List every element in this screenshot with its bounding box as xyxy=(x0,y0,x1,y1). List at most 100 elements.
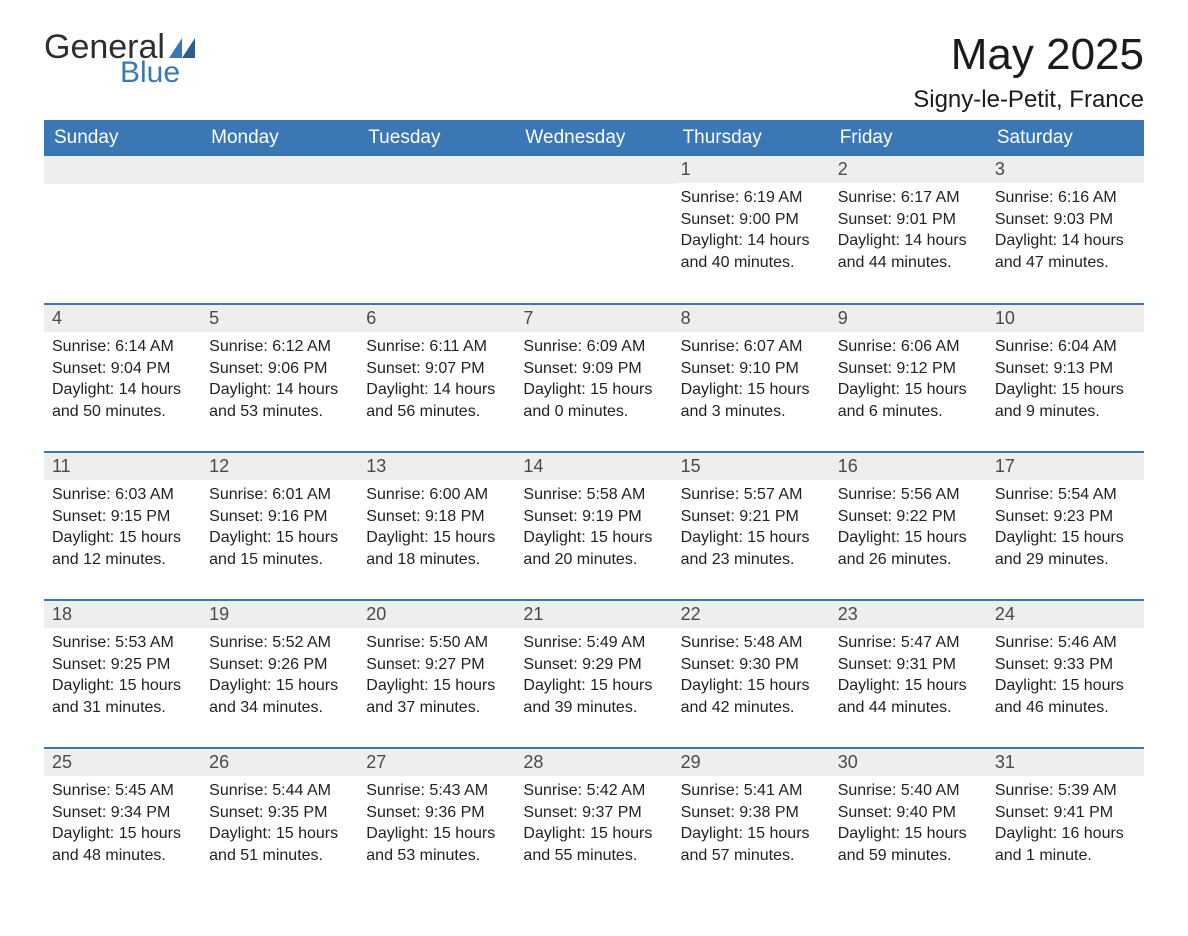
sunrise-text: Sunrise: 6:06 AM xyxy=(838,336,979,358)
sunset-text: Sunset: 9:13 PM xyxy=(995,358,1136,380)
daylight-text-1: Daylight: 15 hours xyxy=(52,823,193,845)
daylight-text-1: Daylight: 15 hours xyxy=(366,823,507,845)
sunrise-text: Sunrise: 5:41 AM xyxy=(681,780,822,802)
calendar-week: 18Sunrise: 5:53 AMSunset: 9:25 PMDayligh… xyxy=(44,600,1144,748)
sunset-text: Sunset: 9:00 PM xyxy=(681,209,822,231)
day-details: Sunrise: 5:57 AMSunset: 9:21 PMDaylight:… xyxy=(673,480,830,578)
sunset-text: Sunset: 9:34 PM xyxy=(52,802,193,824)
sunset-text: Sunset: 9:41 PM xyxy=(995,802,1136,824)
sunrise-text: Sunrise: 5:43 AM xyxy=(366,780,507,802)
title-block: May 2025 Signy-le-Petit, France xyxy=(913,30,1144,114)
day-details: Sunrise: 5:43 AMSunset: 9:36 PMDaylight:… xyxy=(358,776,515,874)
calendar-cell: 25Sunrise: 5:45 AMSunset: 9:34 PMDayligh… xyxy=(44,748,201,896)
sunrise-text: Sunrise: 5:57 AM xyxy=(681,484,822,506)
daylight-text-1: Daylight: 15 hours xyxy=(366,527,507,549)
daylight-text-2: and 26 minutes. xyxy=(838,549,979,571)
sunrise-text: Sunrise: 5:48 AM xyxy=(681,632,822,654)
day-number: 26 xyxy=(201,749,358,776)
daylight-text-1: Daylight: 15 hours xyxy=(995,675,1136,697)
sunset-text: Sunset: 9:12 PM xyxy=(838,358,979,380)
daylight-text-1: Daylight: 14 hours xyxy=(209,379,350,401)
daylight-text-1: Daylight: 15 hours xyxy=(838,823,979,845)
calendar-cell: 9 Sunrise: 6:06 AMSunset: 9:12 PMDaylight… xyxy=(830,304,987,452)
day-number: 9 xyxy=(830,305,987,332)
sunrise-text: Sunrise: 6:12 AM xyxy=(209,336,350,358)
daylight-text-1: Daylight: 15 hours xyxy=(681,527,822,549)
day-number: 15 xyxy=(673,453,830,480)
day-details: Sunrise: 6:03 AMSunset: 9:15 PMDaylight:… xyxy=(44,480,201,578)
day-details: Sunrise: 5:46 AMSunset: 9:33 PMDaylight:… xyxy=(987,628,1144,726)
daylight-text-1: Daylight: 15 hours xyxy=(366,675,507,697)
day-details: Sunrise: 5:56 AMSunset: 9:22 PMDaylight:… xyxy=(830,480,987,578)
daylight-text-1: Daylight: 15 hours xyxy=(52,527,193,549)
calendar-week: 25Sunrise: 5:45 AMSunset: 9:34 PMDayligh… xyxy=(44,748,1144,896)
sunset-text: Sunset: 9:29 PM xyxy=(523,654,664,676)
day-details: Sunrise: 6:11 AMSunset: 9:07 PMDaylight:… xyxy=(358,332,515,430)
day-number: 8 xyxy=(673,305,830,332)
day-details: Sunrise: 6:00 AMSunset: 9:18 PMDaylight:… xyxy=(358,480,515,578)
sunset-text: Sunset: 9:03 PM xyxy=(995,209,1136,231)
daylight-text-1: Daylight: 15 hours xyxy=(838,527,979,549)
daylight-text-2: and 6 minutes. xyxy=(838,401,979,423)
day-number: 3 xyxy=(987,156,1144,183)
sunset-text: Sunset: 9:18 PM xyxy=(366,506,507,528)
daylight-text-1: Daylight: 15 hours xyxy=(838,379,979,401)
sunset-text: Sunset: 9:06 PM xyxy=(209,358,350,380)
daylight-text-2: and 44 minutes. xyxy=(838,697,979,719)
calendar-cell: 21Sunrise: 5:49 AMSunset: 9:29 PMDayligh… xyxy=(515,600,672,748)
calendar-cell: 28Sunrise: 5:42 AMSunset: 9:37 PMDayligh… xyxy=(515,748,672,896)
weekday-header: Sunday xyxy=(44,120,201,156)
day-details: Sunrise: 5:41 AMSunset: 9:38 PMDaylight:… xyxy=(673,776,830,874)
daylight-text-1: Daylight: 14 hours xyxy=(838,230,979,252)
day-number: 6 xyxy=(358,305,515,332)
sunrise-text: Sunrise: 6:14 AM xyxy=(52,336,193,358)
sunrise-text: Sunrise: 5:49 AM xyxy=(523,632,664,654)
sunset-text: Sunset: 9:26 PM xyxy=(209,654,350,676)
day-number: 29 xyxy=(673,749,830,776)
sunrise-text: Sunrise: 6:01 AM xyxy=(209,484,350,506)
sunset-text: Sunset: 9:25 PM xyxy=(52,654,193,676)
day-number: 4 xyxy=(44,305,201,332)
day-details: Sunrise: 6:01 AMSunset: 9:16 PMDaylight:… xyxy=(201,480,358,578)
daylight-text-1: Daylight: 14 hours xyxy=(366,379,507,401)
day-number: 1 xyxy=(673,156,830,183)
day-details: Sunrise: 6:14 AMSunset: 9:04 PMDaylight:… xyxy=(44,332,201,430)
day-details: Sunrise: 5:53 AMSunset: 9:25 PMDaylight:… xyxy=(44,628,201,726)
sunset-text: Sunset: 9:37 PM xyxy=(523,802,664,824)
calendar-cell: 16Sunrise: 5:56 AMSunset: 9:22 PMDayligh… xyxy=(830,452,987,600)
day-details: Sunrise: 5:45 AMSunset: 9:34 PMDaylight:… xyxy=(44,776,201,874)
day-details: Sunrise: 5:39 AMSunset: 9:41 PMDaylight:… xyxy=(987,776,1144,874)
day-details: Sunrise: 5:48 AMSunset: 9:30 PMDaylight:… xyxy=(673,628,830,726)
sunrise-text: Sunrise: 5:44 AM xyxy=(209,780,350,802)
day-number: 5 xyxy=(201,305,358,332)
daylight-text-1: Daylight: 15 hours xyxy=(681,675,822,697)
sunset-text: Sunset: 9:40 PM xyxy=(838,802,979,824)
daylight-text-2: and 12 minutes. xyxy=(52,549,193,571)
weekday-header: Monday xyxy=(201,120,358,156)
day-details: Sunrise: 5:50 AMSunset: 9:27 PMDaylight:… xyxy=(358,628,515,726)
sunrise-text: Sunrise: 6:16 AM xyxy=(995,187,1136,209)
day-details: Sunrise: 5:47 AMSunset: 9:31 PMDaylight:… xyxy=(830,628,987,726)
daylight-text-2: and 1 minute. xyxy=(995,845,1136,867)
sunrise-text: Sunrise: 5:50 AM xyxy=(366,632,507,654)
day-number: 14 xyxy=(515,453,672,480)
daylight-text-2: and 23 minutes. xyxy=(681,549,822,571)
day-details: Sunrise: 5:40 AMSunset: 9:40 PMDaylight:… xyxy=(830,776,987,874)
calendar-table: SundayMondayTuesdayWednesdayThursdayFrid… xyxy=(44,120,1144,896)
daylight-text-1: Daylight: 15 hours xyxy=(995,527,1136,549)
daylight-text-2: and 46 minutes. xyxy=(995,697,1136,719)
day-number: 11 xyxy=(44,453,201,480)
sunrise-text: Sunrise: 6:00 AM xyxy=(366,484,507,506)
calendar-week: 1Sunrise: 6:19 AMSunset: 9:00 PMDaylight… xyxy=(44,156,1144,304)
daylight-text-1: Daylight: 15 hours xyxy=(838,675,979,697)
sunset-text: Sunset: 9:04 PM xyxy=(52,358,193,380)
day-number: 20 xyxy=(358,601,515,628)
calendar-cell: 20Sunrise: 5:50 AMSunset: 9:27 PMDayligh… xyxy=(358,600,515,748)
day-number: 16 xyxy=(830,453,987,480)
sunset-text: Sunset: 9:10 PM xyxy=(681,358,822,380)
sunset-text: Sunset: 9:27 PM xyxy=(366,654,507,676)
sunset-text: Sunset: 9:23 PM xyxy=(995,506,1136,528)
day-details: Sunrise: 6:09 AMSunset: 9:09 PMDaylight:… xyxy=(515,332,672,430)
brand-logo: General Blue xyxy=(44,30,195,88)
calendar-cell: 12Sunrise: 6:01 AMSunset: 9:16 PMDayligh… xyxy=(201,452,358,600)
